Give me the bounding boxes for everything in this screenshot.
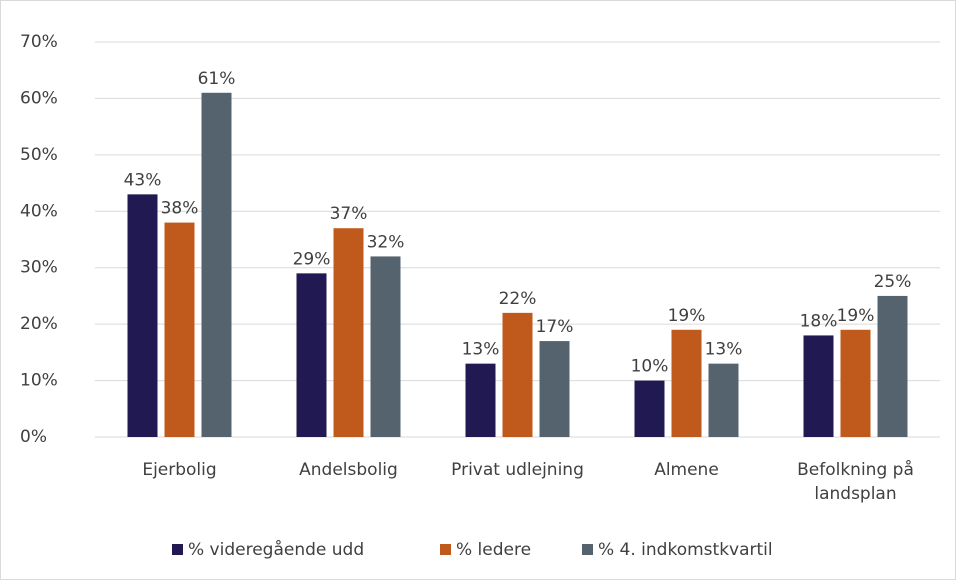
y-tick-label: 20% <box>20 314 58 334</box>
y-tick-label: 10% <box>20 371 58 391</box>
x-tick-label: Privat udlejning <box>451 460 584 480</box>
data-label: 32% <box>367 232 405 252</box>
bar <box>502 312 533 437</box>
data-label: 19% <box>668 306 706 326</box>
x-tick-label: Andelsbolig <box>299 460 398 480</box>
data-label: 22% <box>499 289 537 309</box>
y-tick-label: 60% <box>20 88 58 108</box>
data-label: 25% <box>874 272 912 292</box>
x-tick-label: Ejerbolig <box>142 460 217 480</box>
legend-label: % 4. indkomstkvartil <box>598 540 773 560</box>
data-label: 43% <box>124 170 162 190</box>
x-tick-label: Almene <box>654 460 719 480</box>
legend-swatch <box>172 544 183 555</box>
bar <box>370 256 401 437</box>
legend-label: % videregående udd <box>188 539 364 560</box>
y-tick-label: 40% <box>20 201 58 221</box>
data-label: 61% <box>198 69 236 89</box>
bar <box>465 363 496 437</box>
y-tick-label: 30% <box>20 258 58 278</box>
y-tick-label: 50% <box>20 145 58 165</box>
data-label: 17% <box>536 317 574 337</box>
data-label: 13% <box>705 340 743 360</box>
bar <box>201 92 232 438</box>
data-label: 29% <box>293 249 331 269</box>
bar <box>803 335 834 437</box>
bar <box>840 329 871 437</box>
bar <box>708 363 739 437</box>
bar <box>164 222 195 437</box>
x-tick-label: Befolkning på landsplan <box>797 460 914 504</box>
bar <box>671 329 702 437</box>
data-label: 37% <box>330 204 368 224</box>
data-label: 19% <box>837 306 875 326</box>
legend-swatch <box>440 544 451 555</box>
data-label: 18% <box>800 311 838 331</box>
y-tick-label: 70% <box>20 32 58 52</box>
bar <box>333 228 364 437</box>
data-label: 38% <box>161 199 199 219</box>
bar <box>296 273 327 437</box>
legend-swatch <box>582 544 593 555</box>
legend-label: % ledere <box>456 540 531 560</box>
y-tick-label: 0% <box>20 427 47 447</box>
bar <box>127 194 158 437</box>
data-label: 13% <box>462 340 500 360</box>
bar <box>877 295 908 437</box>
data-label: 10% <box>631 357 669 377</box>
bar <box>634 380 665 437</box>
bar <box>539 341 570 437</box>
